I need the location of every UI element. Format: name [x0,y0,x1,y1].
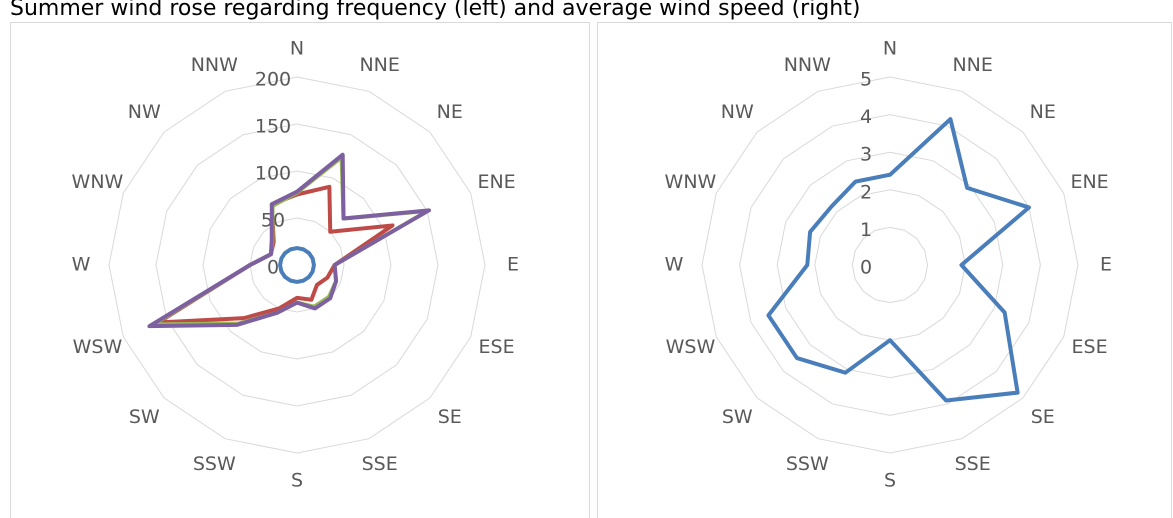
tick-label: 1 [860,219,872,241]
category-label: SW [722,406,753,428]
category-label: E [507,254,519,276]
tick-label: 5 [860,69,872,91]
category-label: NNW [784,54,831,76]
category-label: SSE [362,453,398,475]
right-frame [597,22,1172,518]
grid-ring [851,226,929,304]
category-label: SE [1031,406,1055,428]
category-label: ESE [1072,336,1108,358]
category-label: WNW [665,171,717,193]
category-label: SW [129,406,160,428]
grid-ring [739,114,1041,416]
category-label: S [884,470,896,492]
category-label: WSW [666,336,716,358]
tick-label: 3 [860,144,872,166]
tick-label: 0 [267,257,279,279]
grid-ring [249,217,345,313]
category-label: NW [128,101,161,123]
left-frame [10,22,590,518]
category-label: NE [437,101,463,123]
category-label: NNW [191,54,238,76]
tick-label: 150 [255,116,291,138]
category-label: N [883,38,897,60]
category-label: SSW [193,453,236,475]
grid-ring [155,123,439,407]
category-label: NE [1030,101,1056,123]
category-label: NW [721,101,754,123]
tick-label: 100 [255,163,291,185]
category-label: ESE [479,336,515,358]
grid-ring [108,76,486,454]
category-label: S [291,470,303,492]
series-line [147,152,432,329]
series-line [278,246,316,284]
category-label: SSE [955,453,991,475]
category-label: N [290,38,304,60]
category-label: WNW [72,171,124,193]
category-label: NNE [359,54,399,76]
category-label: WSW [73,336,123,358]
category-label: W [72,254,91,276]
category-label: ENE [1070,171,1108,193]
tick-label: 2 [860,181,872,203]
category-label: W [665,254,684,276]
series-line [766,117,1031,403]
tick-label: 0 [860,257,872,279]
page-title: Summer wind rose regarding frequency (le… [10,0,860,21]
tick-label: 4 [860,106,872,128]
category-label: SE [438,406,462,428]
category-label: ENE [477,171,515,193]
tick-label: 200 [255,69,291,91]
grid-ring [776,151,1004,379]
category-label: NNE [952,54,992,76]
grid-ring [202,170,392,360]
category-label: SSW [786,453,829,475]
category-label: E [1100,254,1112,276]
grid-ring [701,76,1079,454]
